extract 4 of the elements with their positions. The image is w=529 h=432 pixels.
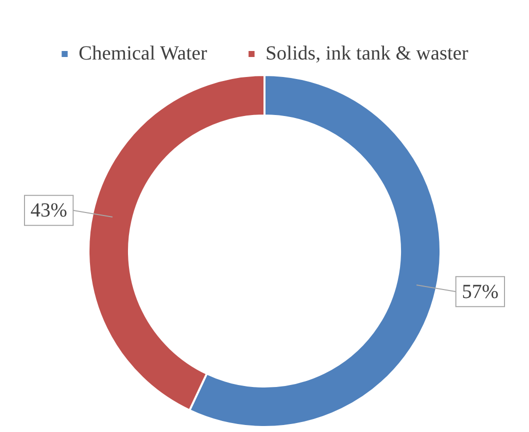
- legend-label: Chemical Water: [78, 42, 208, 64]
- data-label: 43%: [30, 200, 68, 222]
- data-label: 57%: [462, 280, 499, 303]
- legend-label: Solids, ink tank & waster: [266, 42, 469, 64]
